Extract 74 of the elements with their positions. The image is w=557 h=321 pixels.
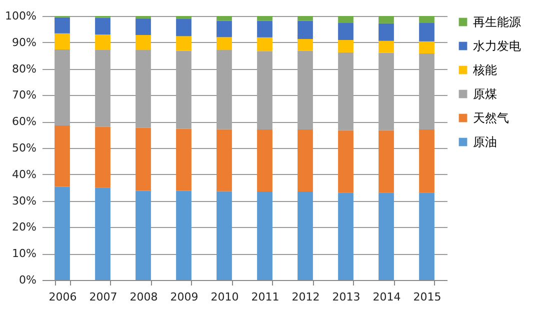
- x-tick-label: 2008: [130, 290, 158, 304]
- bar: [95, 188, 110, 280]
- bar: [176, 190, 192, 280]
- legend-label: 原煤: [473, 87, 497, 101]
- bar: [419, 22, 434, 42]
- bar: [216, 37, 232, 50]
- y-tick-label: 40%: [12, 168, 36, 181]
- bar: [136, 128, 151, 191]
- y-tick-label: 100%: [5, 10, 36, 22]
- y-tick-label: 90%: [12, 36, 36, 49]
- legend-label: 水力发电: [473, 39, 521, 53]
- x-tick-label: 2013: [332, 290, 360, 304]
- bar: [298, 192, 313, 280]
- bar: [216, 129, 232, 192]
- bar: [54, 186, 70, 280]
- bar: [136, 190, 151, 280]
- bar: [95, 18, 110, 34]
- y-tick-label: 10%: [12, 247, 36, 260]
- legend-label: 再生能源: [473, 15, 521, 29]
- bar: [216, 191, 232, 280]
- bar: [298, 38, 313, 51]
- x-tick-label: 2011: [251, 290, 280, 304]
- bar: [54, 17, 70, 34]
- bar: [378, 192, 394, 280]
- x-tick-label: 2006: [48, 290, 77, 304]
- bar: [257, 130, 272, 192]
- bar: [216, 16, 232, 21]
- bar: [257, 20, 272, 38]
- bar: [378, 130, 394, 193]
- bar: [95, 126, 110, 188]
- y-tick-label: 80%: [12, 62, 36, 76]
- y-tick-label: 30%: [12, 194, 36, 208]
- x-tick-label: 2009: [170, 290, 198, 304]
- legend-label: 天然气: [473, 111, 509, 125]
- bar: [54, 126, 70, 187]
- bar: [176, 16, 192, 19]
- bar: [419, 192, 434, 280]
- bar: [338, 16, 354, 23]
- bar: [298, 130, 313, 192]
- bar: [378, 16, 394, 24]
- bar: [378, 23, 394, 41]
- bar: [257, 192, 272, 280]
- x-tick-label: 2012: [292, 290, 320, 304]
- x-tick-label: 2007: [89, 290, 118, 304]
- bar: [54, 33, 70, 50]
- y-tick-label: 60%: [12, 115, 36, 128]
- x-tick-label: 2010: [210, 290, 239, 304]
- bar: [176, 128, 192, 191]
- y-tick-label: 0%: [19, 274, 36, 286]
- bar: [176, 36, 192, 51]
- bar: [136, 35, 151, 50]
- bar: [338, 40, 354, 52]
- bar: [419, 16, 434, 23]
- bar: [298, 20, 313, 39]
- y-tick-label: 20%: [12, 220, 36, 234]
- bar: [216, 20, 232, 38]
- bar: [176, 18, 192, 36]
- legend-label: 原油: [473, 135, 497, 149]
- bar: [95, 34, 110, 50]
- bar: [257, 16, 272, 21]
- bar: [419, 130, 434, 193]
- y-tick-label: 70%: [12, 88, 36, 102]
- bar: [298, 16, 313, 21]
- x-tick-label: 2015: [413, 290, 442, 304]
- bar: [338, 192, 354, 280]
- bar: [338, 130, 354, 193]
- y-tick-label: 50%: [12, 142, 36, 154]
- bar: [419, 41, 434, 54]
- bar: [257, 37, 272, 52]
- bar: [338, 22, 354, 40]
- bar: [136, 18, 151, 36]
- bar: [378, 40, 394, 53]
- x-tick-label: 2014: [372, 290, 401, 304]
- legend-label: 核能: [472, 63, 497, 77]
